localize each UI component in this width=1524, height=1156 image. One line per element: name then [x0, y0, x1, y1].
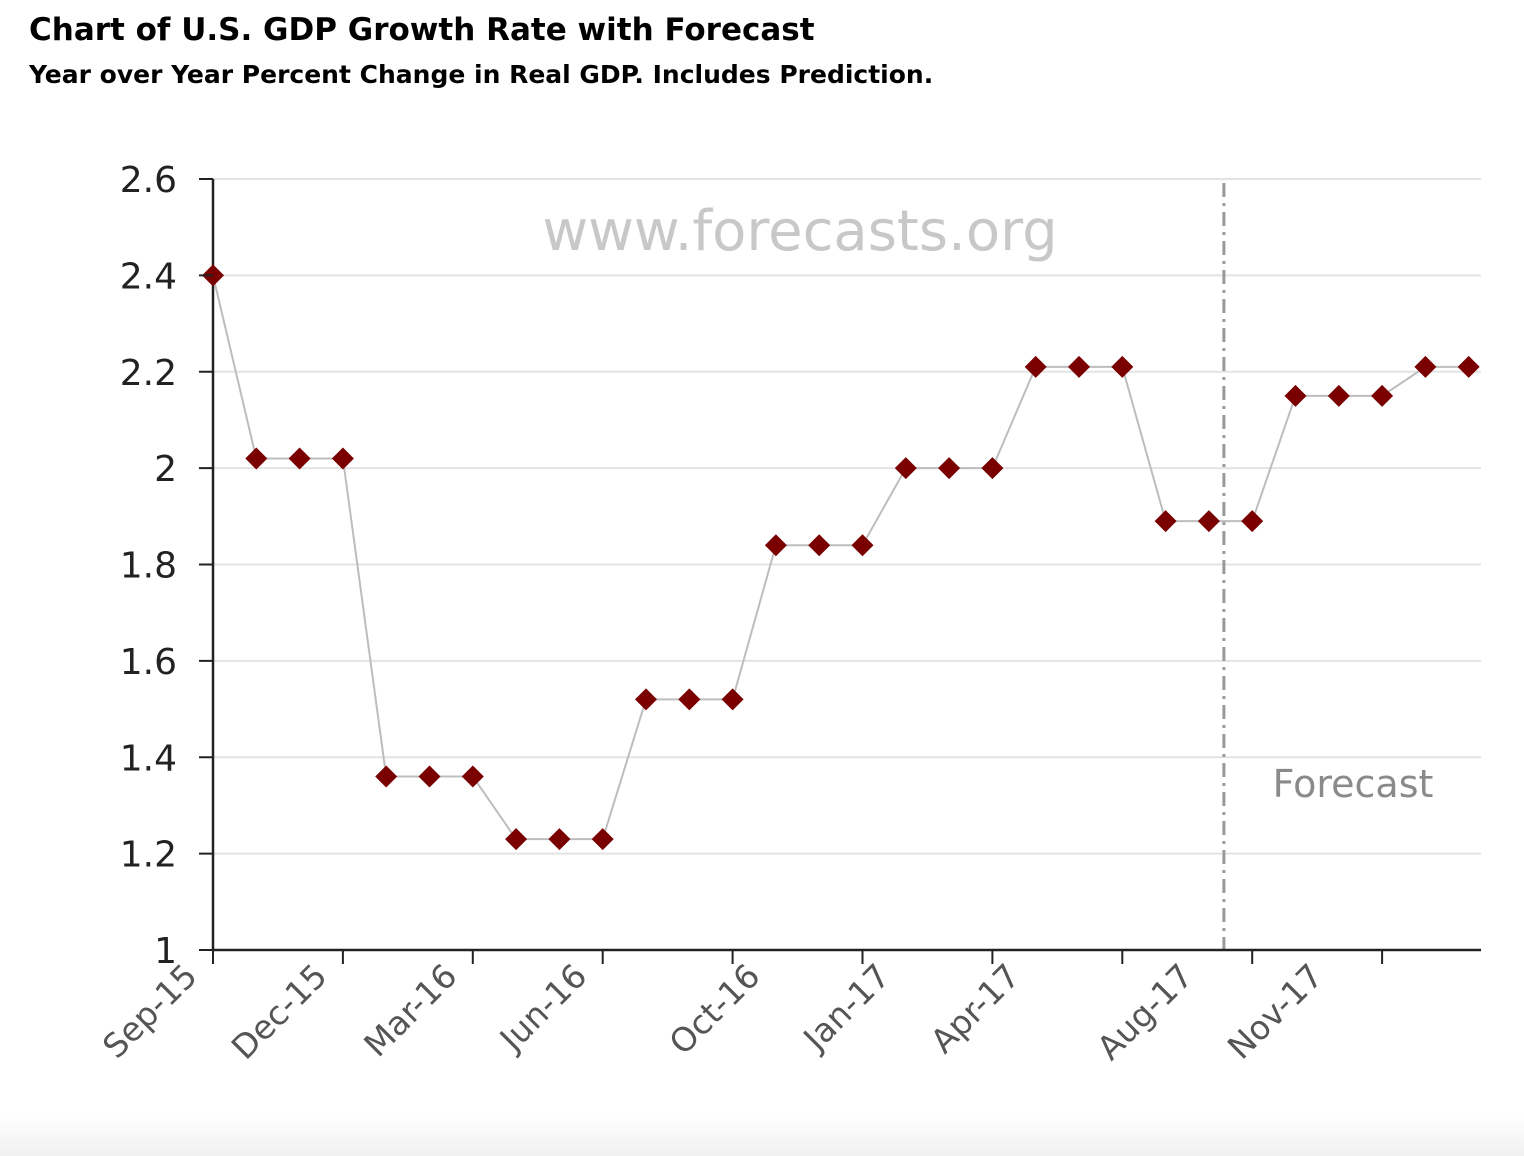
x-tick-label: Aug-17 — [1089, 956, 1200, 1067]
watermark: www.forecasts.org — [542, 199, 1057, 264]
data-point — [808, 534, 831, 557]
x-axis-ticks: Sep-15 Dec-15 Mar-16 Jun-16 Oct-16 Jan-17 Apr-… — [95, 950, 1384, 1067]
y-tick-label: 2.4 — [120, 256, 177, 297]
y-tick-label: 2.6 — [120, 160, 177, 201]
x-tick-label: Oct-16 — [662, 956, 768, 1062]
data-point — [678, 688, 701, 711]
x-tick-label: Mar-16 — [356, 956, 464, 1064]
data-point — [1111, 355, 1134, 378]
y-tick-label: 1.6 — [120, 642, 177, 683]
x-tick-label: Sep-15 — [95, 956, 205, 1066]
data-point — [981, 457, 1004, 480]
x-tick-label: Apr-17 — [923, 956, 1028, 1061]
data-point — [1414, 355, 1437, 378]
x-tick-label: Jun-16 — [491, 956, 595, 1060]
data-point — [1457, 355, 1480, 378]
series-line — [212, 275, 1469, 841]
data-point — [938, 457, 961, 480]
x-tick-label: Jan-17 — [794, 956, 897, 1059]
y-tick-label: 2.2 — [120, 353, 177, 394]
data-point — [894, 457, 917, 480]
data-point — [1327, 384, 1350, 407]
data-point — [461, 765, 484, 788]
data-point — [1068, 355, 1090, 378]
y-tick-label: 2 — [154, 449, 177, 490]
data-point — [1241, 510, 1264, 533]
data-point — [764, 534, 787, 557]
data-point — [548, 828, 571, 851]
y-tick-label: 1 — [154, 931, 177, 972]
data-point — [1024, 355, 1047, 378]
x-tick-label: Dec-15 — [224, 956, 335, 1067]
y-tick-label: 1.8 — [120, 546, 177, 587]
data-point — [245, 447, 268, 470]
data-point — [1197, 510, 1220, 533]
chart-title: Chart of U.S. GDP Growth Rate with Forec… — [29, 12, 815, 48]
data-point — [1284, 384, 1307, 407]
x-tick-label: Nov-17 — [1220, 956, 1331, 1067]
gridlines — [213, 178, 1481, 855]
data-point — [851, 534, 874, 557]
y-axis-ticks: 1 1.2 1.4 1.6 1.8 2 2.2 2.4 2.6 — [120, 160, 213, 972]
data-point — [635, 688, 657, 711]
data-point — [1154, 510, 1177, 533]
data-point — [375, 765, 398, 788]
forecast-label: Forecast — [1273, 762, 1434, 806]
data-point — [288, 447, 311, 470]
data-point — [1371, 384, 1394, 407]
series-gdp — [202, 264, 1480, 851]
data-point — [418, 765, 441, 788]
data-point — [505, 828, 528, 851]
data-point — [721, 688, 744, 711]
y-tick-label: 1.4 — [120, 738, 177, 779]
data-point — [591, 828, 614, 851]
y-tick-label: 1.2 — [120, 835, 177, 876]
data-point — [331, 447, 354, 470]
chart-subtitle: Year over Year Percent Change in Real GD… — [29, 60, 934, 89]
